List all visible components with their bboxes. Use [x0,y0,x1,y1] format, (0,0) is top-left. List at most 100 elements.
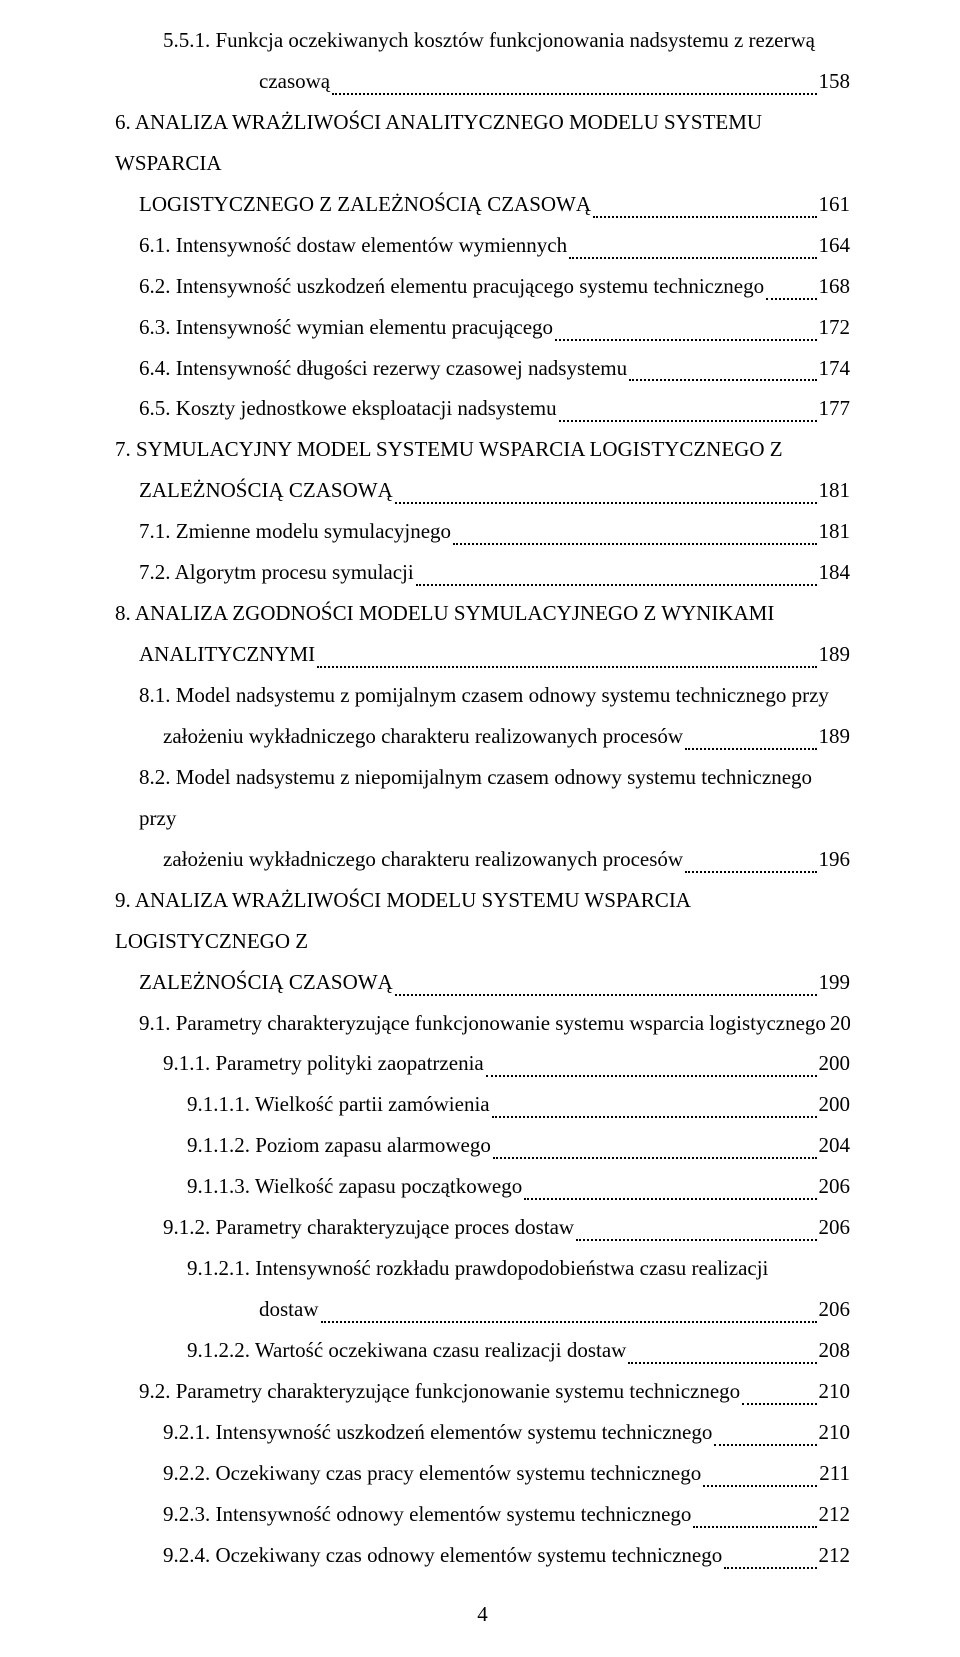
toc-entry: 9. ANALIZA WRAŻLIWOŚCI MODELU SYSTEMU WS… [115,880,850,962]
toc-entry: 9.2.1. Intensywność uszkodzeń elementów … [115,1412,850,1453]
toc-entry-title: 8. ANALIZA ZGODNOŚCI MODELU SYMULACYJNEG… [115,601,774,625]
toc-entry-page: 172 [819,307,851,348]
toc-entry-page: 200 [819,1043,851,1084]
toc-entry-page: 181 [819,511,851,552]
toc-entry-page: 212 [819,1494,851,1535]
toc-entry: 9.2. Parametry charakteryzujące funkcjon… [115,1371,850,1412]
toc-entry-page: 210 [819,1412,851,1453]
toc-entry-continuation: ZALEŻNOŚCIĄ CZASOWĄ199 [115,962,850,1003]
toc-entry-page: 212 [819,1535,851,1576]
document-page: 5.5.1. Funkcja oczekiwanych kosztów funk… [0,0,960,1657]
toc-entry-title: 9.1.1. Parametry polityki zaopatrzenia [163,1043,484,1084]
toc-entry-page: 210 [819,1371,851,1412]
toc-leader-dots [524,1198,816,1200]
toc-entry-title-cont: założeniu wykładniczego charakteru reali… [163,839,683,880]
toc-entry: 9.2.2. Oczekiwany czas pracy elementów s… [115,1453,850,1494]
toc-leader-dots [685,871,816,873]
toc-entry: 9.2.4. Oczekiwany czas odnowy elementów … [115,1535,850,1576]
toc-entry: 6.1. Intensywność dostaw elementów wymie… [115,225,850,266]
toc-entry: 6.4. Intensywność długości rezerwy czaso… [115,348,850,389]
toc-entry: 9.1.1.1. Wielkość partii zamówienia 200 [115,1084,850,1125]
toc-entry-title: 9.1.1.3. Wielkość zapasu początkowego [187,1166,522,1207]
toc-entry-title: 9.2.2. Oczekiwany czas pracy elementów s… [163,1453,701,1494]
toc-leader-dots [493,1157,817,1159]
toc-entry: 9.1.1.3. Wielkość zapasu początkowego206 [115,1166,850,1207]
toc-entry-continuation: założeniu wykładniczego charakteru reali… [115,716,850,757]
toc-leader-dots [628,1362,816,1364]
toc-entry: 9.1.2. Parametry charakteryzujące proces… [115,1207,850,1248]
toc-entry-title-cont: ZALEŻNOŚCIĄ CZASOWĄ [139,962,393,1003]
toc-entry: 9.2.3. Intensywność odnowy elementów sys… [115,1494,850,1535]
toc-entry-page: 189 [819,634,851,675]
toc-leader-dots [559,420,817,422]
toc-entry-page: 211 [819,1453,850,1494]
toc-entry-continuation: ANALITYCZNYMI189 [115,634,850,675]
toc-entry-page: 161 [819,184,851,225]
toc-entry-title: 9.2. Parametry charakteryzujące funkcjon… [139,1371,740,1412]
toc-entry-title: 8.1. Model nadsystemu z pomijalnym czase… [139,683,829,707]
toc-entry-page: 208 [819,1330,851,1371]
toc-leader-dots [555,339,816,341]
toc-leader-dots [703,1485,817,1487]
toc-entry: 9.1.2.2. Wartość oczekiwana czasu realiz… [115,1330,850,1371]
toc-entry-title-cont: dostaw [259,1289,319,1330]
toc-entry-title: 6.4. Intensywność długości rezerwy czaso… [139,348,627,389]
table-of-contents: 5.5.1. Funkcja oczekiwanych kosztów funk… [115,20,850,1576]
page-number: 4 [115,1602,850,1627]
toc-entry-title: 6.2. Intensywność uszkodzeń elementu pra… [139,266,764,307]
toc-leader-dots [693,1526,816,1528]
toc-leader-dots [416,584,817,586]
toc-entry-title-cont: czasową [259,61,330,102]
toc-entry-continuation: czasową158 [115,61,850,102]
toc-leader-dots [395,994,817,996]
toc-leader-dots [332,93,816,95]
toc-leader-dots [453,543,816,545]
toc-entry: 8.1. Model nadsystemu z pomijalnym czase… [115,675,850,716]
toc-leader-dots [317,666,816,668]
toc-entry-title: 9. ANALIZA WRAŻLIWOŚCI MODELU SYSTEMU WS… [115,888,690,953]
toc-entry-title-cont: LOGISTYCZNEGO Z ZALEŻNOŚCIĄ CZASOWĄ [139,184,591,225]
toc-entry-title: 6. ANALIZA WRAŻLIWOŚCI ANALITYCZNEGO MOD… [115,110,762,175]
toc-entry: 5.5.1. Funkcja oczekiwanych kosztów funk… [115,20,850,61]
toc-entry-title: 5.5.1. Funkcja oczekiwanych kosztów funk… [163,28,815,52]
toc-entry-page: 206 [819,1289,851,1330]
toc-entry-title: 7.2. Algorytm procesu symulacji [139,552,414,593]
toc-entry-title: 9.1.2. Parametry charakteryzujące proces… [163,1207,574,1248]
toc-entry-page: 164 [819,225,851,266]
toc-entry-title: 7. SYMULACYJNY MODEL SYSTEMU WSPARCIA LO… [115,437,783,461]
toc-entry-title: 9.1.1.1. Wielkość partii zamówienia [187,1084,490,1125]
toc-entry-page: 184 [819,552,851,593]
toc-entry: 9.1.1.2. Poziom zapasu alarmowego 204 [115,1125,850,1166]
toc-leader-dots [492,1116,817,1118]
toc-entry-page: 181 [819,470,851,511]
toc-entry-title: 9.1. Parametry charakteryzujące funkcjon… [139,1003,826,1044]
toc-entry-page: 200 [830,1003,850,1044]
toc-entry: 7.2. Algorytm procesu symulacji 184 [115,552,850,593]
toc-leader-dots [486,1075,817,1077]
toc-entry-page: 200 [819,1084,851,1125]
toc-entry-title-cont: założeniu wykładniczego charakteru reali… [163,716,683,757]
toc-entry-page: 168 [819,266,851,307]
toc-entry: 6.2. Intensywność uszkodzeń elementu pra… [115,266,850,307]
toc-entry: 6.3. Intensywność wymian elementu pracuj… [115,307,850,348]
toc-entry-title: 9.1.2.1. Intensywność rozkładu prawdopod… [187,1256,768,1280]
toc-entry-title: 9.2.1. Intensywność uszkodzeń elementów … [163,1412,712,1453]
toc-entry-title: 9.1.1.2. Poziom zapasu alarmowego [187,1125,491,1166]
toc-entry-continuation: ZALEŻNOŚCIĄ CZASOWĄ181 [115,470,850,511]
toc-entry-title: 6.5. Koszty jednostkowe eksploatacji nad… [139,388,557,429]
toc-entry-page: 204 [819,1125,851,1166]
toc-entry-page: 174 [819,348,851,389]
toc-leader-dots [576,1239,816,1241]
toc-entry-page: 189 [819,716,851,757]
toc-entry-title: 6.3. Intensywność wymian elementu pracuj… [139,307,553,348]
toc-leader-dots [742,1403,816,1405]
toc-entry: 9.1.1. Parametry polityki zaopatrzenia 20… [115,1043,850,1084]
toc-entry-page: 206 [819,1207,851,1248]
toc-entry: 6. ANALIZA WRAŻLIWOŚCI ANALITYCZNEGO MOD… [115,102,850,184]
toc-entry: 8. ANALIZA ZGODNOŚCI MODELU SYMULACYJNEG… [115,593,850,634]
toc-entry: 6.5. Koszty jednostkowe eksploatacji nad… [115,388,850,429]
toc-entry-continuation: LOGISTYCZNEGO Z ZALEŻNOŚCIĄ CZASOWĄ 161 [115,184,850,225]
toc-leader-dots [321,1321,817,1323]
toc-leader-dots [569,257,816,259]
toc-leader-dots [714,1444,816,1446]
